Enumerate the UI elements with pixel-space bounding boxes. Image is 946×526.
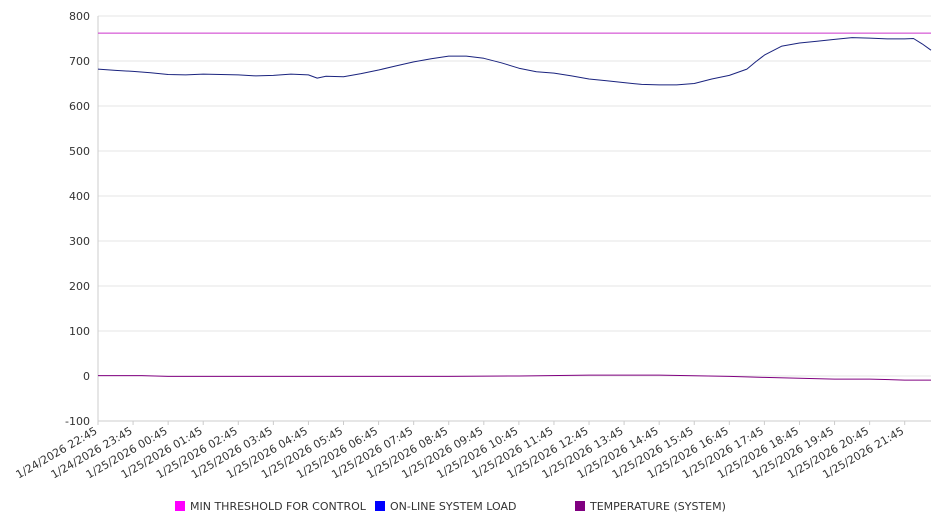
y-tick-label: 0 [83,370,90,383]
y-tick-label: 700 [69,55,90,68]
legend-label-min-threshold: MIN THRESHOLD FOR CONTROL [190,499,366,513]
y-tick-label: 300 [69,235,90,248]
y-tick-label: 100 [69,325,90,338]
y-tick-label: 400 [69,190,90,203]
y-tick-label: 200 [69,280,90,293]
legend-item-system-load[interactable]: ON-LINE SYSTEM LOAD [375,498,516,514]
legend-swatch-min-threshold [175,501,185,511]
series-line-on-line-system-load [97,37,932,86]
y-tick-label: 500 [69,145,90,158]
legend-item-temperature[interactable]: TEMPERATURE (SYSTEM) [575,498,726,514]
y-tick-label: 600 [69,100,90,113]
legend-swatch-system-load [375,501,385,511]
series-line-temperature-system [98,374,931,381]
legend-label-system-load: ON-LINE SYSTEM LOAD [390,499,517,513]
legend: MIN THRESHOLD FOR CONTROL ON-LINE SYSTEM… [0,498,946,514]
grid-lines [98,15,931,422]
legend-label-temperature: TEMPERATURE (SYSTEM) [590,499,726,513]
legend-swatch-temperature [575,501,585,511]
y-tick-label: -100 [65,415,90,428]
x-tick-labels: 1/24/2026 22:451/24/2026 23:451/25/2026 … [14,424,907,481]
y-tick-label: 800 [69,10,90,23]
y-tick-labels: 800 700 600 500 400 300 200 100 0 -100 [65,10,90,428]
legend-item-min-threshold[interactable]: MIN THRESHOLD FOR CONTROL [175,498,366,514]
axes [97,16,931,425]
series-lines [97,32,932,381]
